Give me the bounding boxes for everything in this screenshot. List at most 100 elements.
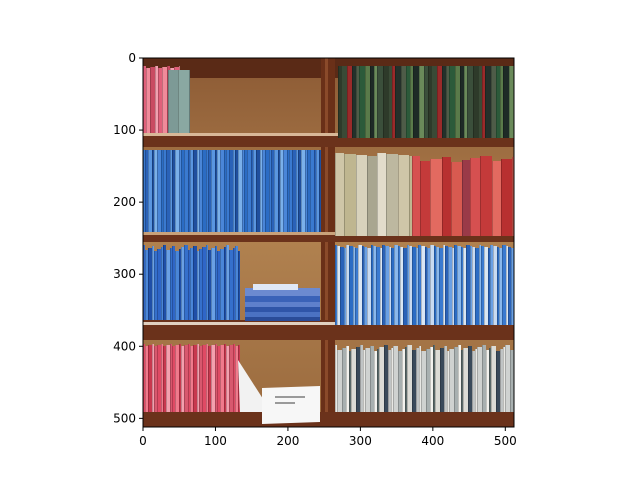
book-spine [383, 66, 388, 138]
x-tick-label: 500 [494, 434, 517, 448]
book-spine [143, 66, 146, 133]
book-spine [319, 150, 321, 232]
book-spine [448, 247, 452, 325]
book-spine-gap [377, 66, 378, 138]
book-spine [155, 66, 158, 133]
book-spine-gap [337, 350, 338, 412]
book-spine-gap [485, 66, 486, 138]
book-spine [430, 347, 433, 412]
book-spine-gap [511, 248, 512, 325]
book-spine [193, 150, 197, 232]
book-spine [434, 246, 436, 325]
book-spine-gap [188, 250, 189, 320]
book-spine-gap [157, 345, 158, 412]
book-spine [510, 350, 514, 412]
book-spine-gap [298, 150, 299, 232]
book-spine-gap [377, 349, 378, 412]
book-spine [505, 345, 510, 412]
book-spine [385, 246, 389, 325]
book-spine-gap [434, 246, 435, 325]
book-spine [356, 155, 367, 236]
book-spine [226, 245, 229, 320]
book-spine-gap [451, 162, 452, 236]
book-spine [506, 246, 508, 325]
book-spine [168, 70, 178, 133]
book-spine [220, 345, 224, 412]
book-spine-gap [199, 249, 200, 320]
book-spine [482, 345, 486, 412]
book-spine-gap [392, 66, 393, 138]
book-spine [392, 66, 395, 138]
book-spine-gap [316, 150, 317, 232]
book-spine-gap [398, 351, 399, 412]
book-spine [235, 346, 238, 412]
book-spine [143, 245, 145, 320]
book-spine-gap [475, 349, 476, 412]
book-spine [146, 68, 150, 133]
book-spine-gap [449, 349, 450, 412]
book-spine-gap [503, 347, 504, 412]
book-spine-gap [197, 150, 198, 232]
book-spine-gap [344, 154, 345, 236]
book-spine-gap [388, 66, 389, 138]
book-spine-gap [154, 150, 155, 232]
book-spine [489, 348, 491, 412]
book-spine-gap [371, 245, 372, 325]
book-spine-gap [433, 345, 434, 412]
book-spine-gap [481, 246, 482, 325]
book-spine-gap [442, 157, 443, 236]
book-spine [335, 345, 337, 412]
book-spine-gap [497, 247, 498, 325]
book-spine [229, 250, 233, 320]
book-spine-gap [157, 150, 158, 232]
book-spine-gap [502, 245, 503, 325]
book-spine [154, 251, 157, 320]
book-spine [500, 66, 503, 138]
book-spine [419, 346, 421, 412]
book-spine [449, 66, 455, 138]
book-spine-gap [184, 150, 185, 232]
book-spine-gap [260, 150, 261, 232]
book-spine-gap [460, 66, 461, 138]
book-spine-gap [265, 150, 266, 232]
book-spine [502, 245, 506, 325]
book-spine-gap [468, 346, 469, 412]
y-tick-label: 400 [113, 339, 136, 353]
book-spine [202, 150, 206, 232]
shelf-2-edge [143, 232, 514, 235]
book-spine [475, 248, 479, 325]
book-spine [443, 245, 445, 325]
book-spine-gap [458, 345, 459, 412]
book-spine [481, 246, 484, 325]
book-spine [215, 344, 217, 412]
book-spine [470, 246, 472, 325]
book-spine [347, 66, 352, 138]
book-spine-gap [197, 251, 198, 320]
book-spine-gap [421, 351, 422, 412]
book-spine [150, 67, 155, 133]
book-spine [175, 150, 179, 232]
book-spine-gap [461, 247, 462, 325]
book-spine [433, 345, 435, 412]
book-spine [501, 159, 512, 236]
book-spine [253, 150, 256, 232]
book-spine [148, 345, 152, 412]
book-spine [256, 150, 260, 232]
book-spine-gap [496, 351, 497, 412]
book-spine [184, 245, 188, 320]
book-spine [416, 248, 418, 325]
book-spine-gap [251, 150, 252, 232]
book-spine [430, 159, 442, 236]
book-spine [242, 150, 244, 232]
book-spine [145, 346, 148, 412]
book-spine [310, 150, 314, 232]
book-spine-gap [289, 150, 290, 232]
book-spine-gap [229, 150, 230, 232]
book-spine-gap [220, 345, 221, 412]
book-spine [424, 66, 428, 138]
book-spine [509, 66, 514, 138]
book-spine [175, 251, 179, 320]
book-spine [188, 250, 190, 320]
book-spine [478, 66, 482, 138]
book-spine-gap [467, 66, 468, 138]
